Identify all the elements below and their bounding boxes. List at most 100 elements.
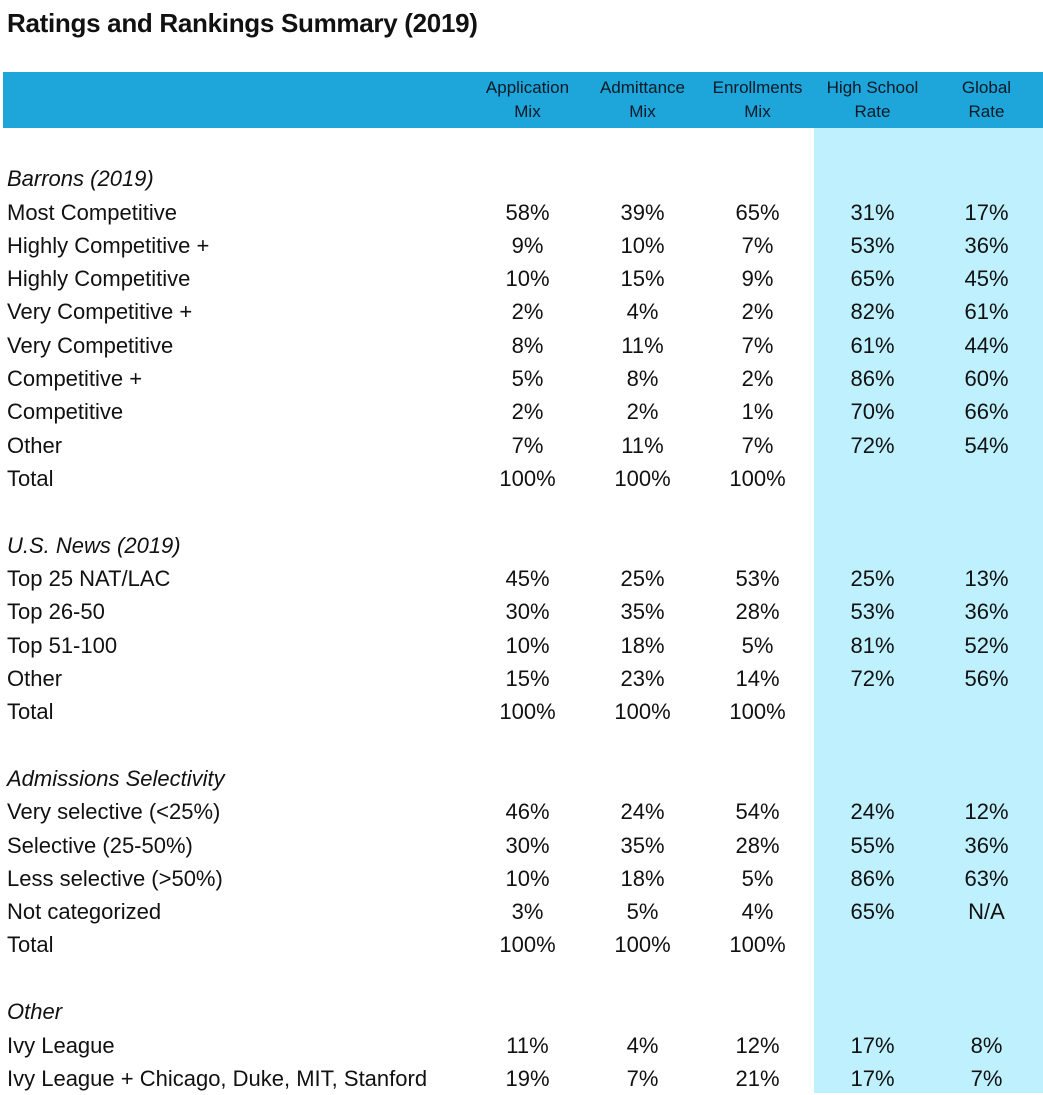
table-row: Competitive 2% 2% 1% 70% 66% (0, 395, 1043, 428)
cell-enrollments-mix: 4% (741, 899, 774, 924)
cell-application-mix: 46% (505, 799, 550, 824)
table-row: Competitive + 5% 8% 2% 86% 60% (0, 362, 1043, 395)
row-label: Top 26-50 (7, 599, 105, 624)
cell-high-school-rate: 55% (850, 833, 895, 858)
table-row: Highly Competitive + 9% 10% 7% 53% 36% (0, 229, 1043, 262)
table-row: Top 26-50 30% 35% 28% 53% 36% (0, 595, 1043, 628)
cell-admittance-mix: 39% (620, 200, 665, 225)
row-label: Other (7, 666, 63, 691)
cell-global-rate: 45% (964, 266, 1009, 291)
table-row: Very Competitive 8% 11% 7% 61% 44% (0, 329, 1043, 362)
table-row: Very Competitive + 2% 4% 2% 82% 61% (0, 295, 1043, 328)
cell-application-mix: 8% (511, 333, 544, 358)
cell-global-rate: 13% (964, 566, 1009, 591)
table-row: Very selective (<25%) 46% 24% 54% 24% 12% (0, 795, 1043, 828)
cell-enrollments-mix: 53% (735, 566, 780, 591)
cell-high-school-rate: 17% (850, 1033, 895, 1058)
cell-application-mix: 15% (505, 666, 550, 691)
cell-admittance-mix: 5% (626, 899, 659, 924)
row-label: Top 25 NAT/LAC (7, 566, 171, 591)
cell-enrollments-mix: 100% (729, 466, 786, 491)
column-header-enrollments-mix: Enrollments Mix (712, 78, 803, 121)
cell-application-mix: 100% (499, 699, 556, 724)
cell-high-school-rate: 72% (850, 666, 895, 691)
section-title: Other (7, 999, 63, 1024)
cell-admittance-mix: 7% (626, 1066, 659, 1091)
total-row: Total 100% 100% 100% (0, 462, 1043, 495)
table-row: Top 25 NAT/LAC 45% 25% 53% 25% 13% (0, 562, 1043, 595)
cell-high-school-rate: 53% (850, 599, 895, 624)
cell-global-rate: 12% (964, 799, 1009, 824)
row-label: Very Competitive + (7, 299, 193, 324)
cell-enrollments-mix: 65% (735, 200, 780, 225)
cell-enrollments-mix: 28% (735, 599, 780, 624)
table-row: Selective (25-50%) 30% 35% 28% 55% 36% (0, 829, 1043, 862)
cell-application-mix: 10% (505, 633, 550, 658)
cell-high-school-rate: 25% (850, 566, 895, 591)
row-label: Not categorized (7, 899, 162, 924)
cell-admittance-mix: 24% (620, 799, 665, 824)
row-label: Total (7, 932, 54, 957)
page-title: Ratings and Rankings Summary (2019) (7, 8, 478, 38)
table-row: Highly Competitive 10% 15% 9% 65% 45% (0, 262, 1043, 295)
table-row: Ivy League + Chicago, Duke, MIT, Stanfor… (0, 1062, 1043, 1095)
cell-admittance-mix: 11% (621, 333, 664, 358)
cell-enrollments-mix: 21% (735, 1066, 780, 1091)
column-header-admittance-mix: Admittance Mix (599, 78, 686, 121)
cell-global-rate: 54% (964, 433, 1009, 458)
cell-high-school-rate: 81% (850, 633, 895, 658)
cell-global-rate: 52% (964, 633, 1009, 658)
cell-application-mix: 9% (511, 233, 544, 258)
section-header-row: U.S. News (2019) (0, 529, 1043, 562)
cell-application-mix: 58% (505, 200, 550, 225)
cell-high-school-rate: 31% (850, 200, 895, 225)
section-title: Barrons (2019) (7, 166, 154, 191)
cell-admittance-mix: 4% (626, 299, 659, 324)
cell-global-rate: 36% (964, 599, 1009, 624)
cell-application-mix: 45% (505, 566, 550, 591)
cell-enrollments-mix: 1% (741, 399, 774, 424)
cell-application-mix: 7% (511, 433, 544, 458)
row-label: Highly Competitive (7, 266, 191, 291)
row-label: Highly Competitive + (7, 233, 210, 258)
cell-enrollments-mix: 14% (735, 666, 780, 691)
cell-admittance-mix: 18% (620, 866, 665, 891)
cell-admittance-mix: 25% (620, 566, 665, 591)
cell-enrollments-mix: 28% (735, 833, 780, 858)
row-label: Competitive (7, 399, 124, 424)
section-header-row: Other (0, 995, 1043, 1028)
cell-admittance-mix: 23% (620, 666, 665, 691)
cell-global-rate: 8% (970, 1033, 1003, 1058)
cell-admittance-mix: 35% (620, 833, 665, 858)
header-band (3, 72, 1043, 128)
cell-admittance-mix: 8% (626, 366, 659, 391)
cell-high-school-rate: 86% (850, 866, 895, 891)
table-row: Other 15% 23% 14% 72% 56% (0, 662, 1043, 695)
cell-high-school-rate: 53% (850, 233, 895, 258)
row-label: Selective (25-50%) (7, 833, 193, 858)
cell-enrollments-mix: 54% (735, 799, 780, 824)
section-header-row: Admissions Selectivity (0, 762, 1043, 795)
table-row: Other 7% 11% 7% 72% 54% (0, 429, 1043, 462)
row-label: Total (7, 699, 54, 724)
cell-high-school-rate: 17% (850, 1066, 895, 1091)
cell-enrollments-mix: 7% (741, 333, 774, 358)
cell-application-mix: 30% (505, 833, 550, 858)
cell-global-rate: 36% (964, 233, 1009, 258)
table-row: Most Competitive 58% 39% 65% 31% 17% (0, 196, 1043, 229)
row-label: Competitive + (7, 366, 143, 391)
section-title: U.S. News (2019) (7, 533, 181, 558)
cell-global-rate: 66% (964, 399, 1009, 424)
cell-high-school-rate: 82% (850, 299, 895, 324)
cell-admittance-mix: 100% (614, 932, 671, 957)
cell-admittance-mix: 35% (620, 599, 665, 624)
cell-application-mix: 100% (499, 932, 556, 957)
cell-global-rate: N/A (968, 899, 1005, 924)
cell-application-mix: 19% (505, 1066, 550, 1091)
cell-global-rate: 44% (964, 333, 1009, 358)
cell-global-rate: 36% (964, 833, 1009, 858)
cell-application-mix: 5% (511, 366, 544, 391)
cell-application-mix: 3% (511, 899, 544, 924)
rate-columns-highlight (814, 128, 1043, 1093)
cell-enrollments-mix: 100% (729, 699, 786, 724)
